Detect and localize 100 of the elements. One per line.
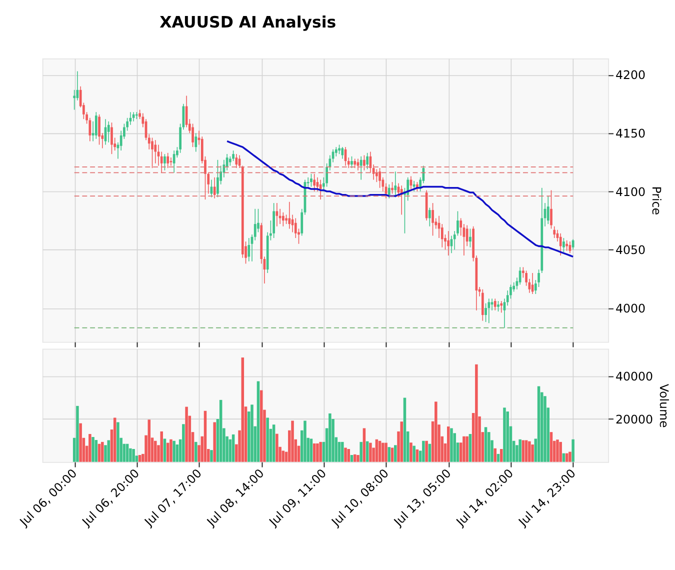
candlestick [338,144,340,154]
candlestick [447,230,450,256]
bar [310,438,313,462]
bar [219,400,222,462]
bar [166,442,170,462]
bar [282,450,285,462]
candlestick [469,228,472,248]
bar [148,420,151,462]
candlestick [481,288,484,322]
bar [154,440,157,462]
bar [556,440,559,462]
bar [304,420,306,462]
bar [132,449,135,462]
bar [384,442,388,462]
candlestick [376,168,378,182]
candlestick [164,154,166,171]
y-tick-label: 4100 [615,184,646,199]
bar [506,411,509,462]
bar [462,436,466,462]
bar [250,404,254,462]
bar [568,452,572,462]
bar [565,453,568,462]
candlestick [282,212,284,227]
y-tick-label: 20000 [615,412,653,426]
bar [403,398,406,462]
bar [416,449,419,462]
candlestick [500,300,503,314]
bar [522,440,525,462]
bar [182,424,185,462]
bar [126,444,129,462]
bar [256,381,260,462]
candlestick [98,114,100,146]
bar [388,447,391,462]
bar [312,443,316,462]
bar [360,442,362,462]
bar [129,448,132,462]
bar [382,442,384,462]
candlestick [154,140,157,164]
bar [544,396,546,462]
bar [291,420,294,462]
bar [92,436,94,462]
bar [276,434,278,462]
bar [400,422,403,462]
bar [316,443,319,462]
bar [163,438,166,462]
y-axis-title: Price [649,186,664,216]
bar [204,410,207,462]
candlestick [319,179,322,200]
candlestick [354,158,356,168]
bar [369,442,372,462]
bar [550,432,553,462]
candlestick [73,90,76,110]
bar [94,440,98,462]
y-tick-label: 4200 [615,68,646,82]
bar [494,448,497,462]
bar [378,440,382,462]
y-tick-label: 4050 [615,243,646,258]
candlestick [285,214,288,224]
candlestick [394,171,397,198]
bar [425,440,428,462]
candlestick [272,202,276,238]
bar [562,453,566,462]
y-tick-label: 40000 [615,370,653,384]
bar [79,423,82,462]
bar [170,439,172,462]
bar [185,406,188,462]
bar [101,442,104,462]
bar [531,444,534,462]
bar [496,454,500,462]
bar [116,422,120,462]
bar [518,439,522,462]
candlestick [363,154,366,171]
candlestick [350,156,353,168]
candlestick [276,202,278,227]
candlestick [366,152,369,170]
bar [350,455,354,462]
candlestick [490,298,494,311]
candlestick [494,298,496,311]
candlestick [151,137,154,168]
bar [366,441,369,462]
bar [559,442,562,462]
bar [260,390,263,462]
bar [76,406,79,462]
candlestick [562,238,565,252]
candlestick [248,238,250,262]
candlestick [110,122,113,154]
candlestick [216,159,219,198]
candlestick [235,154,238,168]
candlestick [566,240,568,252]
bar [266,418,269,462]
bar [98,444,101,462]
bar [394,445,397,462]
candlestick [432,202,434,236]
bar [341,442,344,462]
candlestick [518,266,522,286]
line-series [226,140,574,258]
candlestick [194,132,198,152]
bar [172,440,176,462]
y-tick-label: 4150 [615,126,646,140]
candlestick [488,298,490,324]
